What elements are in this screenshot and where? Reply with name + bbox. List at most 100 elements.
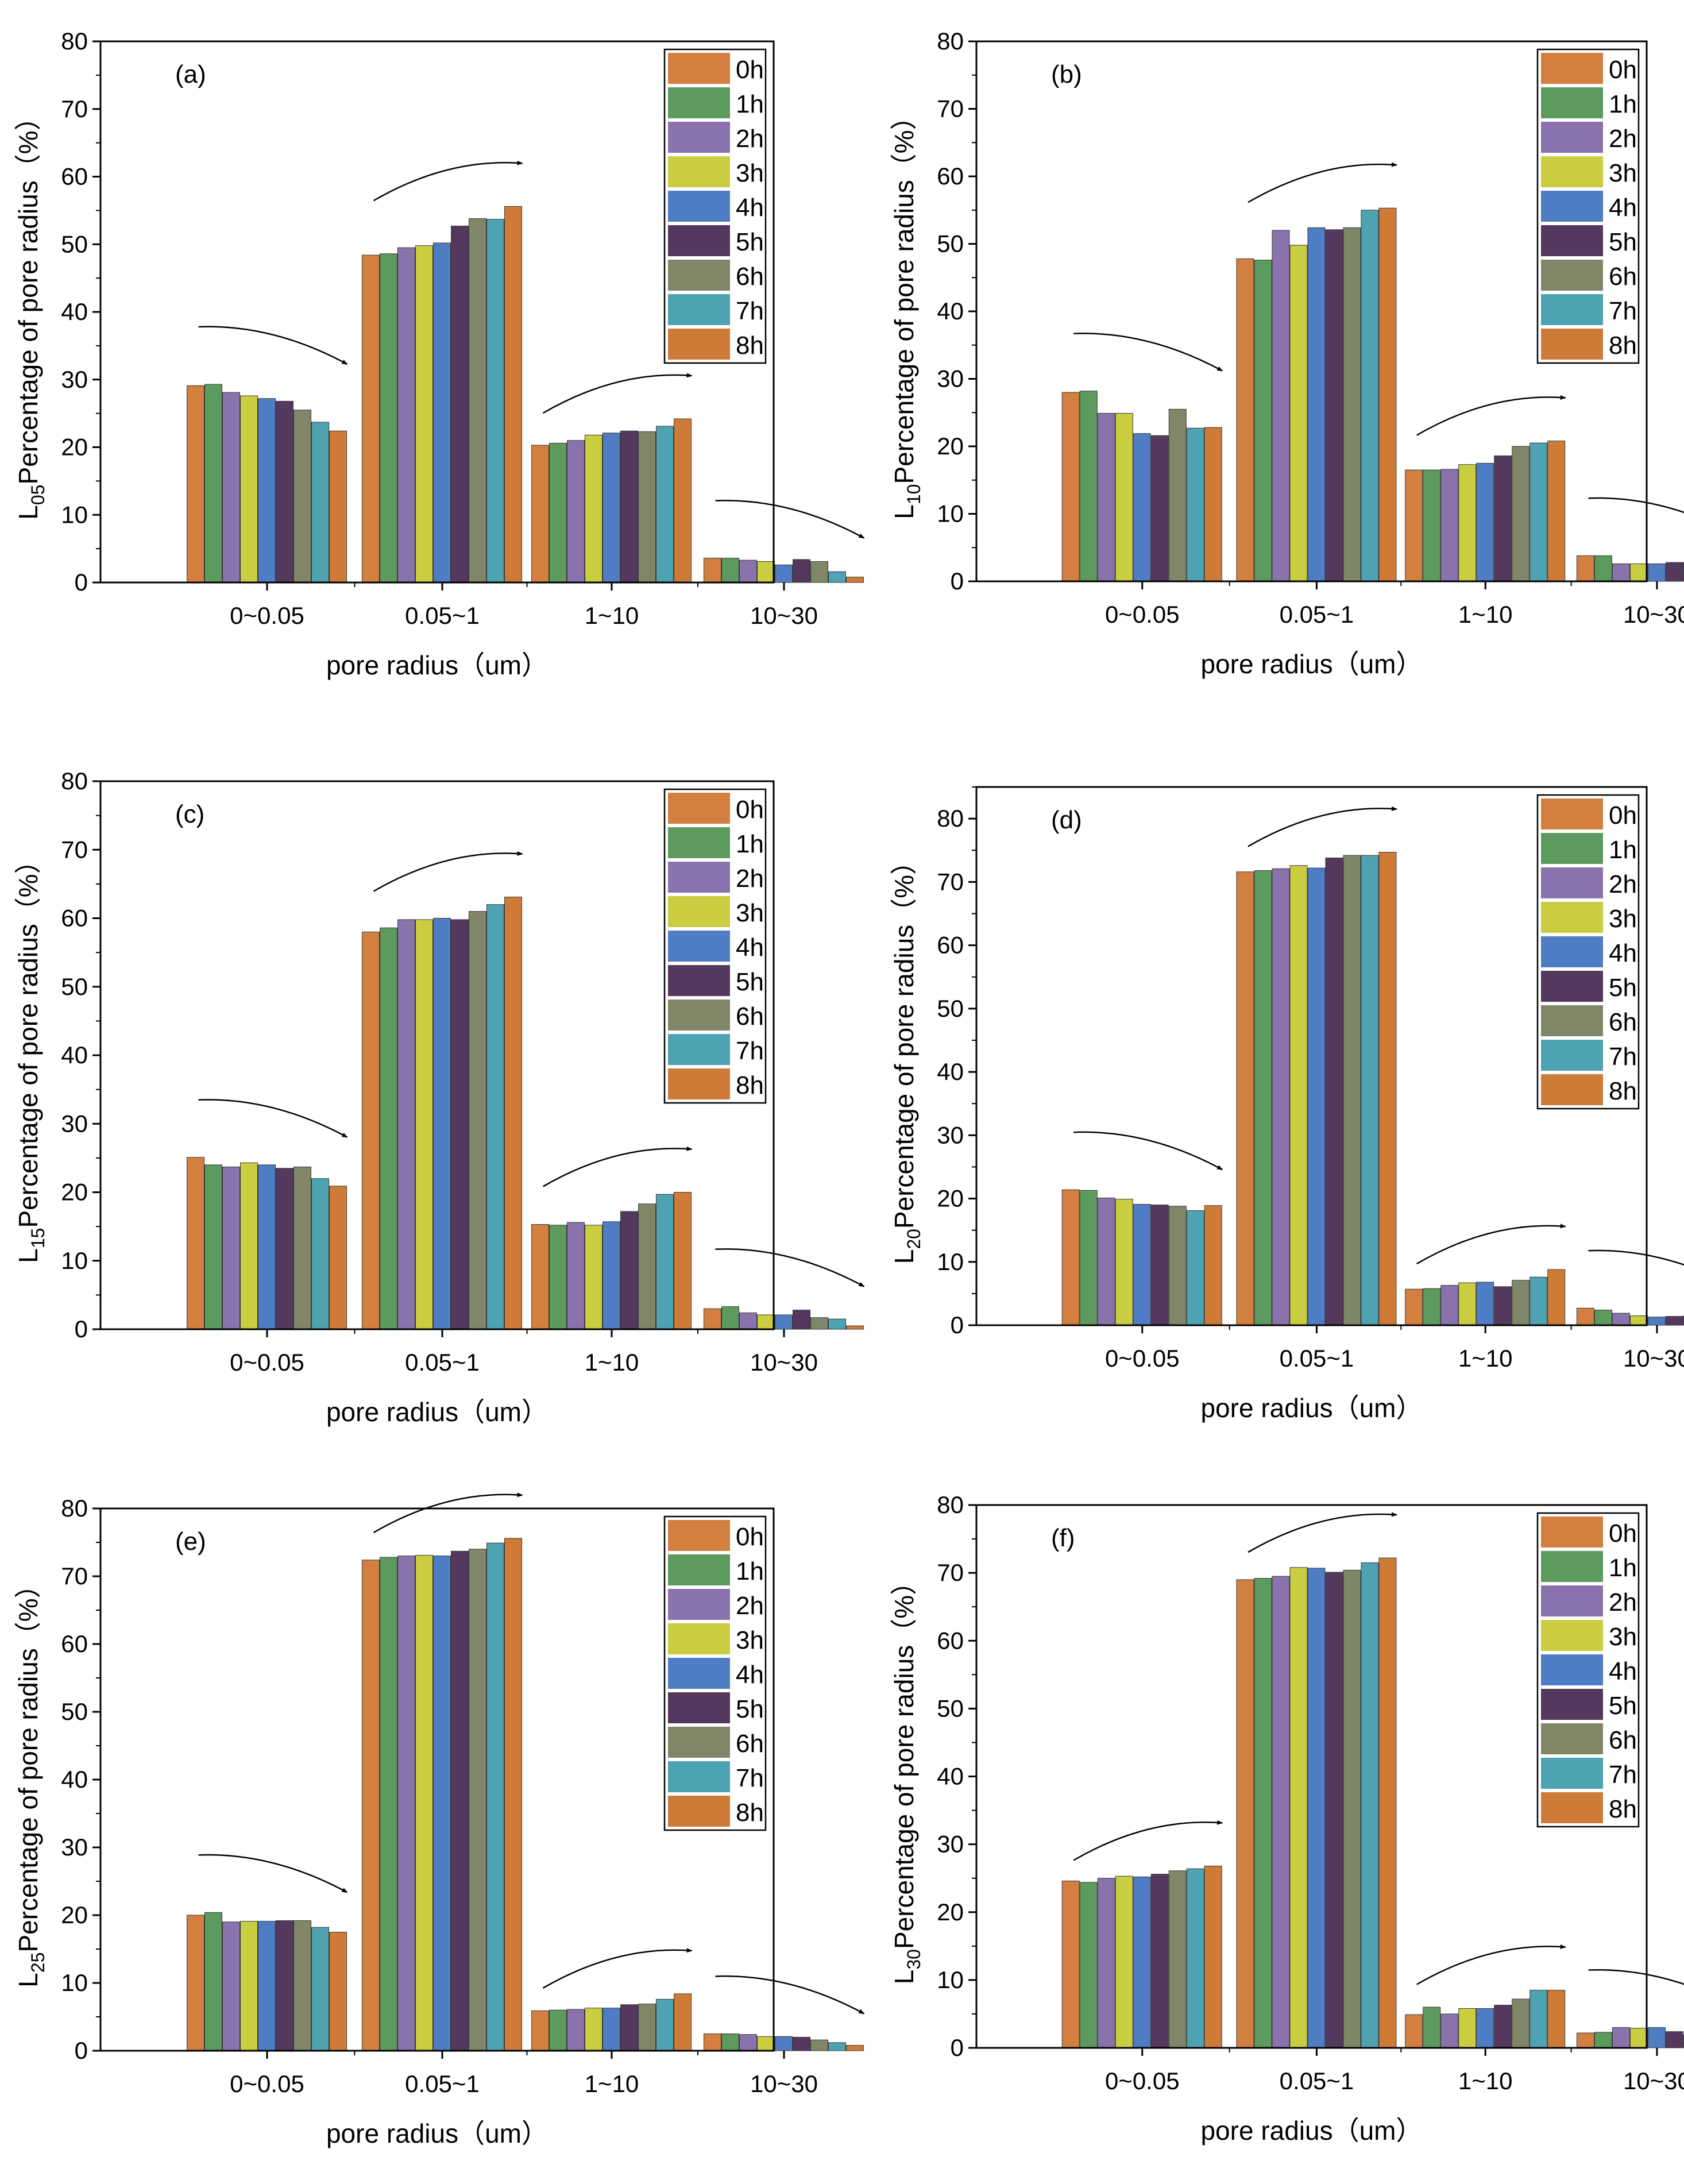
x-axis-label: pore radius（um） [326,2119,548,2148]
bar-6h-1 [469,911,486,1330]
bar-6h-0 [1168,408,1187,582]
trend-arrow [1416,1944,1566,1985]
legend-swatch-7h [668,294,730,325]
bar-5h-0 [276,1168,293,1330]
bar-4h-0 [258,1164,276,1330]
y-axis-label: L20Percentage of pore radius（%） [889,848,924,1264]
bar-3h-3 [757,1314,775,1330]
bar-2h-3 [739,559,757,583]
y-label-subscript: 25 [28,1953,48,1973]
trend-arrow [1073,1820,1223,1861]
bar-2h-0 [1097,1197,1115,1326]
y-tick-label: 10 [937,1966,964,1993]
y-tick-label: 40 [61,1041,88,1068]
legend-swatch-2h [1541,1585,1603,1616]
y-label-prefix: L [13,505,43,520]
bar-1h-1 [380,1557,397,2051]
bar-4h-2 [1476,2008,1494,2048]
bar-0h-2 [1405,469,1423,582]
bar-5h-0 [276,400,293,583]
y-tick-label: 60 [61,905,88,932]
bar-1h-3 [721,558,739,583]
y-tick-label: 70 [937,1559,964,1586]
legend-swatch-1h [1541,1551,1603,1582]
y-tick-label: 10 [937,500,964,527]
bar-8h-0 [329,1932,347,2051]
trend-arrow [373,851,523,892]
bar-1h-1 [1254,870,1272,1326]
bar-1h-0 [1079,1882,1098,2048]
bar-0h-0 [187,1157,204,1330]
bar-4h-3 [775,564,793,583]
bar-6h-0 [293,1166,311,1330]
legend-swatch-8h [668,1068,730,1099]
trend-arrow [198,1854,348,1893]
legend-label-0h: 0h [736,796,764,824]
bar-8h-2 [1547,441,1566,582]
bar-7h-2 [1529,442,1548,582]
y-tick-label: 70 [61,1562,88,1589]
legend-swatch-8h [1541,1074,1603,1105]
bar-5h-3 [1665,562,1683,582]
bar-0h-2 [1405,2014,1423,2048]
y-tick-label: 40 [61,1766,88,1793]
y-label-prefix: L [889,1970,919,1985]
legend-swatch-0h [668,1520,730,1551]
bar-7h-1 [486,219,504,583]
legend-swatch-3h [668,896,730,927]
bar-3h-2 [585,434,602,583]
bar-1h-3 [721,2033,739,2051]
bar-6h-1 [469,1549,486,2051]
bar-2h-1 [1272,1576,1290,2048]
x-tick-label: 0~0.05 [230,602,304,629]
bar-5h-2 [1494,1286,1512,1326]
y-tick-label: 80 [61,28,88,55]
bar-4h-1 [1307,867,1326,1326]
bar-1h-1 [1254,1578,1272,2048]
legend-swatch-3h [1541,156,1603,187]
panel-label: (f) [1051,1524,1075,1552]
bar-0h-1 [1236,1579,1254,2048]
y-tick-label: 20 [937,433,964,460]
legend-label-0h: 0h [736,56,764,84]
y-tick-label: 80 [61,1495,88,1522]
y-tick-label: 10 [61,1969,88,1996]
legend-swatch-8h [1541,1792,1603,1823]
x-tick-label: 0~0.05 [1105,1345,1180,1372]
bar-4h-2 [602,433,620,583]
legend-label-5h: 5h [736,228,764,256]
legend-label-2h: 2h [736,1592,764,1620]
bar-5h-0 [1150,1205,1169,1326]
y-tick-label: 60 [937,163,964,190]
y-tick-label: 60 [61,163,88,190]
y-tick-label: 30 [937,365,964,392]
x-axis-label: pore radius（um） [326,1397,548,1427]
legend-swatch-5h [1541,1689,1603,1720]
bar-4h-2 [1476,1282,1494,1326]
legend-label-2h: 2h [736,125,764,153]
y-tick-label: 80 [61,767,88,794]
y-label-subscript: 30 [903,1949,924,1970]
legend-swatch-0h [1541,1517,1603,1548]
legend-swatch-8h [1541,329,1603,360]
legend-swatch-6h [1541,1005,1603,1036]
legend-swatch-5h [668,225,730,256]
bar-6h-0 [293,410,311,583]
bar-0h-2 [531,445,549,583]
x-tick-label: 0.05~1 [1280,1345,1354,1372]
x-tick-label: 10~30 [1623,2067,1684,2094]
trend-arrow [715,1248,865,1287]
legend-swatch-1h [1541,833,1603,864]
legend-label-6h: 6h [736,1730,764,1758]
legend-swatch-0h [668,793,730,824]
legend-label-4h: 4h [1609,939,1637,967]
legend-label-2h: 2h [736,865,764,893]
bar-7h-1 [1361,210,1379,582]
panel-f: 0 10 20 30 40 50 60 70 80 0~0.05 0.05~1 1~10 10~30 po… [889,1491,1684,2146]
bar-5h-2 [620,430,638,583]
legend-label-5h: 5h [1609,1692,1637,1720]
trend-arrow [542,1948,693,1989]
y-tick-label: 40 [937,298,964,325]
bar-8h-0 [1204,1865,1222,2048]
bar-2h-1 [397,1556,415,2051]
